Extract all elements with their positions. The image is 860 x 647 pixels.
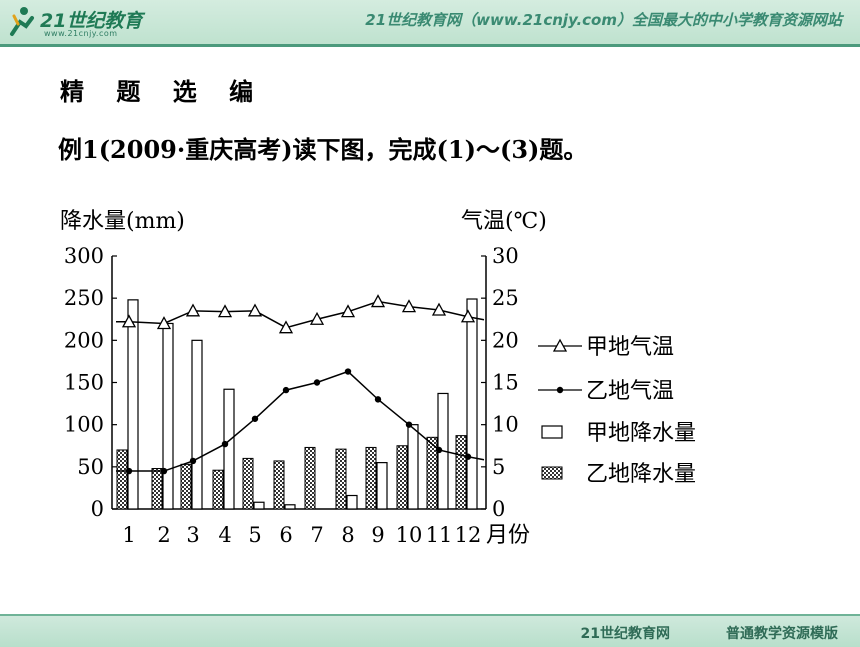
point-jia-temp: [340, 304, 356, 318]
point-jia-temp: [217, 304, 233, 318]
footer-bar: 21世纪教育网 普通教学资源模版: [0, 614, 860, 647]
right-tick-label: 25: [492, 286, 519, 310]
left-axis-label: 降水量(mm): [60, 209, 185, 234]
question-text: 例1(2009·重庆高考)读下图，完成(1)～(3)题。: [58, 135, 588, 164]
bar-jia-precip: [162, 322, 174, 510]
right-tick-label: 20: [492, 328, 519, 352]
x-tick-label: 9: [371, 523, 384, 547]
x-tick-label: 12: [455, 523, 482, 547]
x-tick-label: 1: [122, 523, 135, 547]
legend-label: 甲地气温: [586, 335, 674, 360]
point-jia-temp: [185, 303, 201, 317]
x-tick-label: 5: [248, 523, 261, 547]
bar-jia-precip: [346, 494, 358, 510]
bar-yi-precip: [335, 448, 347, 510]
footer-site-name: 21世纪教育网: [580, 626, 670, 642]
logo-runner-icon: [10, 7, 34, 36]
line-yi-temp: [116, 370, 485, 472]
bar-yi-precip: [242, 457, 254, 510]
point-yi-temp: [313, 379, 321, 386]
left-tick-label: 150: [64, 371, 104, 395]
bar-yi-precip: [396, 445, 408, 510]
legend-label: 甲地降水量: [586, 421, 696, 446]
bar-jia-precip: [127, 299, 139, 510]
climate-chart: 0 50 100 150 200 250 300 0 5 10 15 20 25 30 1 2 3 4 5 6 7 8 9 1…: [56, 196, 737, 556]
right-tick-label: 15: [492, 371, 519, 395]
logo-url: www.21cnjy.com: [44, 29, 118, 38]
site-banner: 21世纪教育网（www.21cnjy.com）全国最大的中小学教育资源网站: [365, 11, 842, 29]
legend-yi-temp-marker: [556, 386, 564, 394]
banner-divider: [0, 44, 860, 47]
point-yi-temp: [189, 457, 197, 465]
legend-label: 乙地降水量: [586, 462, 696, 487]
point-yi-temp: [251, 415, 259, 422]
bar-yi-precip: [365, 446, 377, 510]
x-tick-label: 4: [218, 523, 231, 547]
left-tick-label: 0: [91, 497, 104, 521]
bar-yi-precip: [212, 469, 224, 510]
point-yi-temp: [282, 386, 290, 394]
top-banner: 21世纪教育 www.21cnjy.com 21世纪教育网（www.21cnjy…: [0, 0, 860, 44]
left-tick-label: 250: [64, 286, 104, 310]
bar-jia-precip: [284, 504, 296, 510]
x-tick-label: 8: [341, 523, 354, 547]
point-yi-temp: [405, 421, 413, 428]
point-yi-temp: [125, 467, 133, 475]
bar-yi-precip: [455, 435, 467, 510]
legend-yi-precip-swatch: [541, 466, 563, 480]
x-tick-label: 3: [186, 523, 199, 547]
point-yi-temp: [221, 440, 229, 448]
left-tick-label: 300: [64, 244, 104, 268]
point-jia-temp: [460, 309, 476, 323]
line-jia-temp: [116, 300, 485, 329]
point-yi-temp: [374, 396, 382, 403]
x-tick-label: 11: [426, 523, 453, 547]
x-axis-label: 月份: [486, 523, 530, 548]
bar-jia-precip: [407, 424, 419, 510]
bar-yi-precip: [151, 468, 163, 510]
legend-jia-precip-swatch: [541, 425, 563, 439]
bar-yi-precip: [116, 449, 128, 510]
point-jia-temp: [278, 320, 294, 334]
footer-template-name: 普通教学资源模版: [726, 626, 838, 642]
bar-jia-precip: [466, 298, 478, 510]
bar-jia-precip: [253, 501, 265, 510]
x-tick-label: 7: [310, 523, 323, 547]
bar-yi-precip: [304, 446, 316, 510]
legend-jia-temp-marker: [552, 338, 568, 352]
bar-yi-precip: [426, 436, 438, 510]
point-jia-temp: [156, 316, 172, 330]
point-jia-temp: [121, 314, 137, 328]
point-jia-temp: [247, 303, 263, 317]
right-tick-label: 0: [492, 497, 505, 521]
point-yi-temp: [344, 368, 352, 375]
logo-text: 21世纪教育: [40, 10, 143, 32]
x-tick-label: 6: [279, 523, 292, 547]
point-jia-temp: [401, 299, 417, 313]
right-axis-label: 气温(℃): [461, 209, 547, 234]
bar-yi-precip: [180, 463, 192, 510]
point-yi-temp: [160, 467, 168, 475]
left-tick-label: 50: [77, 455, 104, 479]
bar-jia-precip: [223, 388, 235, 510]
point-jia-temp: [431, 302, 447, 316]
point-yi-temp: [435, 446, 443, 454]
right-tick-label: 30: [492, 244, 519, 268]
left-tick-label: 100: [64, 413, 104, 437]
point-jia-temp: [370, 294, 386, 308]
left-tick-label: 200: [64, 328, 104, 352]
bar-yi-precip: [273, 460, 285, 510]
point-yi-temp: [464, 453, 472, 460]
x-tick-label: 2: [157, 523, 170, 547]
bar-jia-precip: [191, 339, 203, 510]
legend-label: 乙地气温: [586, 379, 674, 404]
x-tick-label: 10: [396, 523, 423, 547]
slide-heading: 精 题 选 编: [60, 77, 266, 106]
right-tick-label: 10: [492, 413, 519, 437]
point-jia-temp: [309, 311, 325, 325]
right-tick-label: 5: [492, 455, 505, 479]
bar-jia-precip: [376, 462, 388, 510]
